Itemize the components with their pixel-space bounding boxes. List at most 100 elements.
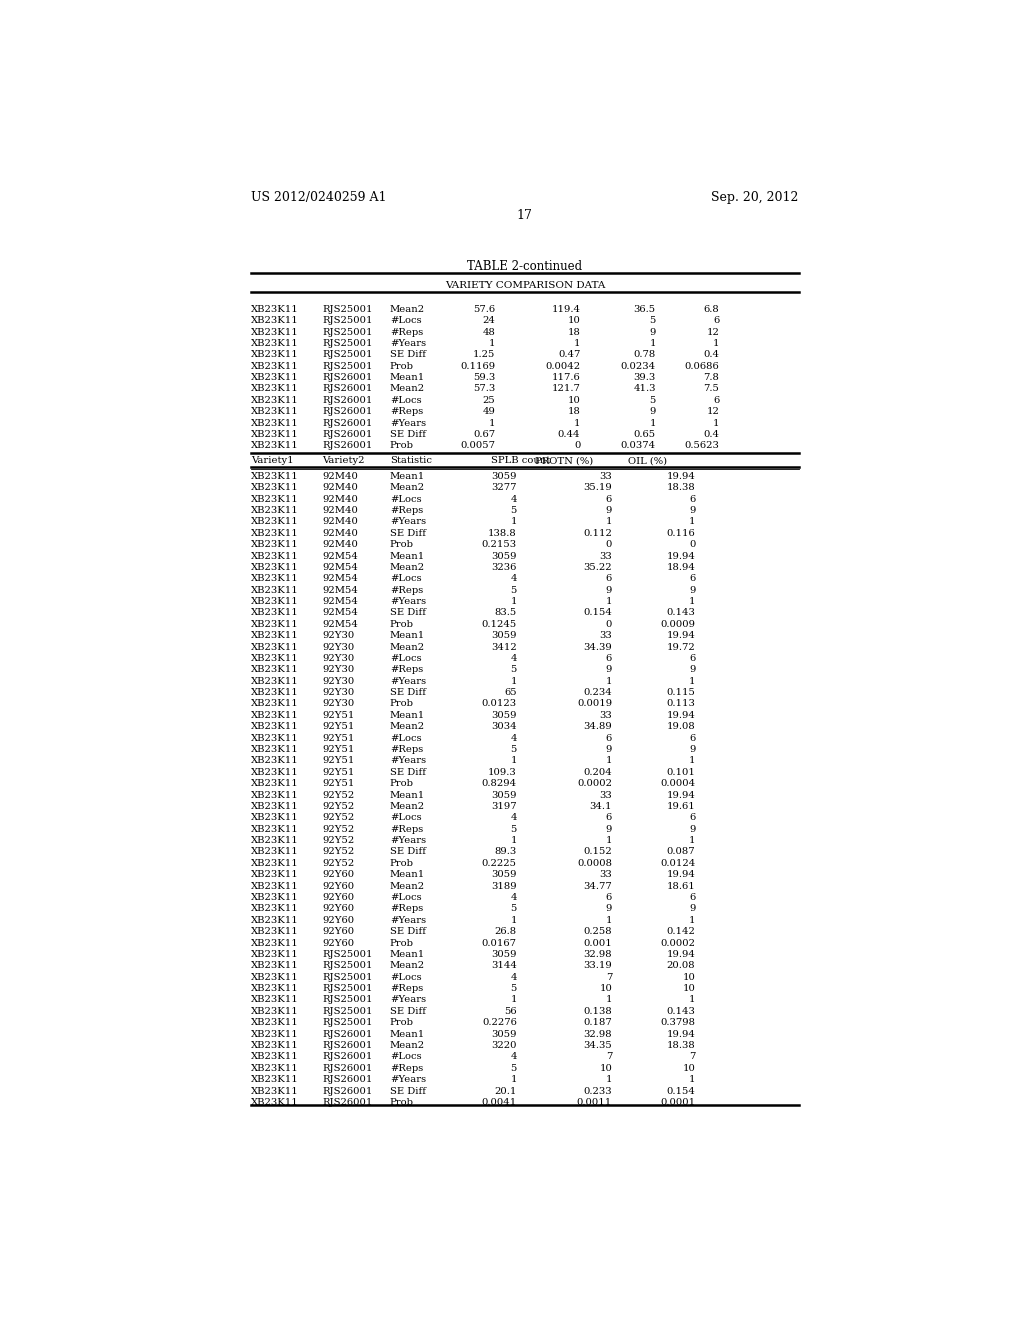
- Text: XB23K11: XB23K11: [251, 305, 299, 314]
- Text: Prob: Prob: [390, 1018, 414, 1027]
- Text: XB23K11: XB23K11: [251, 985, 299, 993]
- Text: 92M40: 92M40: [323, 506, 358, 515]
- Text: 49: 49: [482, 407, 496, 416]
- Text: 0.0011: 0.0011: [577, 1098, 612, 1107]
- Text: 7: 7: [606, 973, 612, 982]
- Text: 92M40: 92M40: [323, 529, 358, 537]
- Text: XB23K11: XB23K11: [251, 418, 299, 428]
- Text: SE Diff: SE Diff: [390, 847, 426, 857]
- Text: Mean2: Mean2: [390, 1041, 425, 1049]
- Text: 5: 5: [649, 317, 655, 325]
- Text: 1: 1: [605, 756, 612, 766]
- Text: 0.101: 0.101: [667, 768, 695, 776]
- Text: SE Diff: SE Diff: [390, 688, 426, 697]
- Text: 0.187: 0.187: [584, 1018, 612, 1027]
- Text: 5: 5: [511, 985, 517, 993]
- Text: 92M40: 92M40: [323, 517, 358, 527]
- Text: 92M40: 92M40: [323, 483, 358, 492]
- Text: 5: 5: [511, 506, 517, 515]
- Text: XB23K11: XB23K11: [251, 916, 299, 925]
- Text: 6: 6: [713, 317, 719, 325]
- Text: Mean1: Mean1: [390, 711, 425, 719]
- Text: 3144: 3144: [490, 961, 517, 970]
- Text: 19.08: 19.08: [667, 722, 695, 731]
- Text: 6: 6: [689, 653, 695, 663]
- Text: XB23K11: XB23K11: [251, 1018, 299, 1027]
- Text: RJS25001: RJS25001: [323, 362, 373, 371]
- Text: #Locs: #Locs: [390, 653, 422, 663]
- Text: 92Y30: 92Y30: [323, 700, 354, 709]
- Text: 19.94: 19.94: [667, 791, 695, 800]
- Text: XB23K11: XB23K11: [251, 836, 299, 845]
- Text: 92M40: 92M40: [323, 540, 358, 549]
- Text: XB23K11: XB23K11: [251, 495, 299, 504]
- Text: 0.4: 0.4: [703, 430, 719, 440]
- Text: 5: 5: [511, 904, 517, 913]
- Text: 0.0124: 0.0124: [660, 859, 695, 867]
- Text: Prob: Prob: [390, 779, 414, 788]
- Text: 92M40: 92M40: [323, 471, 358, 480]
- Text: 3189: 3189: [492, 882, 517, 891]
- Text: 34.77: 34.77: [584, 882, 612, 891]
- Text: Mean1: Mean1: [390, 1030, 425, 1039]
- Text: 0.4: 0.4: [703, 350, 719, 359]
- Text: 0.154: 0.154: [584, 609, 612, 618]
- Text: 0.152: 0.152: [584, 847, 612, 857]
- Text: 1: 1: [510, 916, 517, 925]
- Text: Sep. 20, 2012: Sep. 20, 2012: [712, 191, 799, 203]
- Text: 18.61: 18.61: [667, 882, 695, 891]
- Text: 1: 1: [689, 517, 695, 527]
- Text: #Reps: #Reps: [390, 1064, 423, 1073]
- Text: Mean1: Mean1: [390, 374, 425, 381]
- Text: 3197: 3197: [492, 803, 517, 810]
- Text: #Reps: #Reps: [390, 665, 423, 675]
- Text: 9: 9: [649, 407, 655, 416]
- Text: XB23K11: XB23K11: [251, 362, 299, 371]
- Text: XB23K11: XB23K11: [251, 350, 299, 359]
- Text: 6: 6: [606, 894, 612, 902]
- Text: 1: 1: [689, 597, 695, 606]
- Text: #Years: #Years: [390, 756, 426, 766]
- Text: 6: 6: [689, 813, 695, 822]
- Text: 0.2153: 0.2153: [481, 540, 517, 549]
- Text: 4: 4: [510, 813, 517, 822]
- Text: XB23K11: XB23K11: [251, 791, 299, 800]
- Text: XB23K11: XB23K11: [251, 665, 299, 675]
- Text: XB23K11: XB23K11: [251, 1041, 299, 1049]
- Text: 1: 1: [573, 339, 581, 348]
- Text: 1: 1: [510, 836, 517, 845]
- Text: 92Y30: 92Y30: [323, 665, 354, 675]
- Text: 92Y51: 92Y51: [323, 711, 354, 719]
- Text: RJS25001: RJS25001: [323, 961, 373, 970]
- Text: 12: 12: [707, 407, 719, 416]
- Text: 92Y51: 92Y51: [323, 756, 354, 766]
- Text: 92Y30: 92Y30: [323, 688, 354, 697]
- Text: XB23K11: XB23K11: [251, 586, 299, 594]
- Text: XB23K11: XB23K11: [251, 700, 299, 709]
- Text: RJS25001: RJS25001: [323, 1018, 373, 1027]
- Text: XB23K11: XB23K11: [251, 995, 299, 1005]
- Text: 0.0686: 0.0686: [684, 362, 719, 371]
- Text: 35.19: 35.19: [584, 483, 612, 492]
- Text: 92Y60: 92Y60: [323, 916, 354, 925]
- Text: 41.3: 41.3: [633, 384, 655, 393]
- Text: XB23K11: XB23K11: [251, 430, 299, 440]
- Text: XB23K11: XB23K11: [251, 711, 299, 719]
- Text: XB23K11: XB23K11: [251, 574, 299, 583]
- Text: 0.78: 0.78: [634, 350, 655, 359]
- Text: 10: 10: [567, 317, 581, 325]
- Text: #Locs: #Locs: [390, 1052, 422, 1061]
- Text: 1: 1: [713, 339, 719, 348]
- Text: #Reps: #Reps: [390, 586, 423, 594]
- Text: RJS26001: RJS26001: [323, 1041, 373, 1049]
- Text: 0.0123: 0.0123: [481, 700, 517, 709]
- Text: 0.47: 0.47: [558, 350, 581, 359]
- Text: 92Y52: 92Y52: [323, 803, 354, 810]
- Text: 5: 5: [511, 586, 517, 594]
- Text: 59.3: 59.3: [473, 374, 496, 381]
- Text: 1.25: 1.25: [473, 350, 496, 359]
- Text: XB23K11: XB23K11: [251, 1064, 299, 1073]
- Text: #Reps: #Reps: [390, 506, 423, 515]
- Text: 19.94: 19.94: [667, 1030, 695, 1039]
- Text: Prob: Prob: [390, 362, 414, 371]
